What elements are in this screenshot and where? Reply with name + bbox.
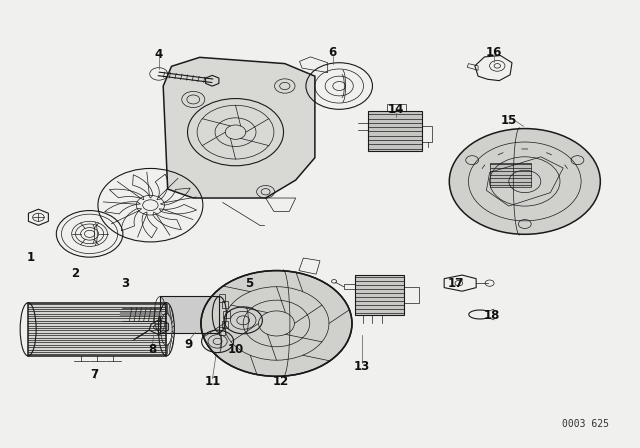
Polygon shape <box>368 111 422 151</box>
Text: 10: 10 <box>227 343 244 356</box>
Text: 8: 8 <box>148 343 156 356</box>
Text: 9: 9 <box>185 337 193 351</box>
Text: 15: 15 <box>500 113 517 127</box>
Text: 4: 4 <box>155 48 163 61</box>
Text: 13: 13 <box>353 360 370 373</box>
Text: 7: 7 <box>91 367 99 381</box>
Text: 5: 5 <box>246 276 253 290</box>
Text: 17: 17 <box>447 276 464 290</box>
Text: 11: 11 <box>204 375 221 388</box>
Text: 0003 625: 0003 625 <box>563 419 609 429</box>
Text: 2: 2 <box>72 267 79 280</box>
Polygon shape <box>28 303 166 356</box>
Text: 1: 1 <box>27 251 35 264</box>
Text: 14: 14 <box>387 103 404 116</box>
Polygon shape <box>490 163 531 187</box>
Text: 18: 18 <box>483 309 500 323</box>
Text: 3: 3 <box>121 276 129 290</box>
Text: 12: 12 <box>272 375 289 388</box>
Polygon shape <box>160 296 220 333</box>
Polygon shape <box>449 129 600 234</box>
Text: 16: 16 <box>486 46 502 60</box>
Polygon shape <box>163 57 315 198</box>
Polygon shape <box>355 275 404 315</box>
Polygon shape <box>201 271 352 376</box>
Text: 6: 6 <box>329 46 337 60</box>
